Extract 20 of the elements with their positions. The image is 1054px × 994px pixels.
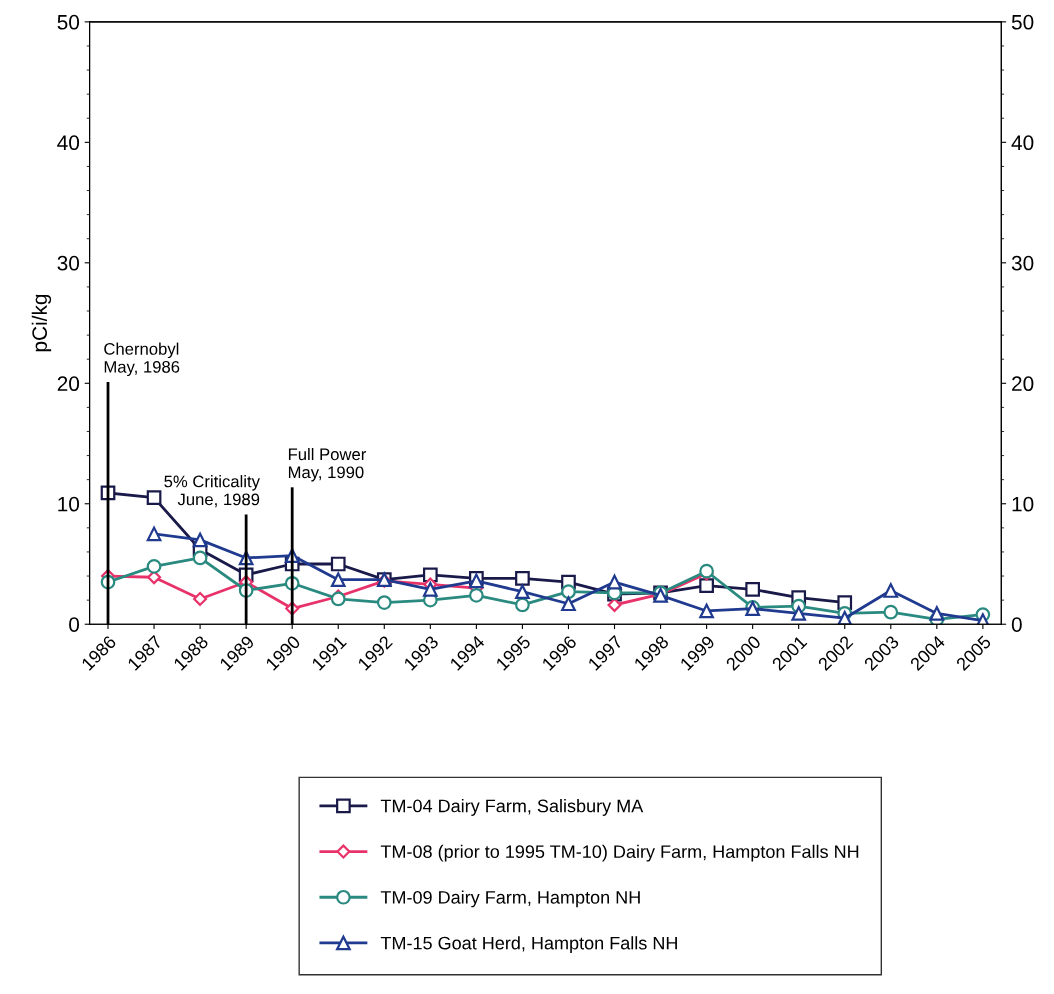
legend-label: TM-04 Dairy Farm, Salisbury MA xyxy=(380,799,644,816)
y2-tick-label: 30 xyxy=(1011,255,1034,271)
ref-line-label: Full Power May, 1990 xyxy=(288,447,367,482)
legend-label: TM-08 (prior to 1995 TM-10) Dairy Farm, Hampton Falls NH xyxy=(380,844,859,862)
y2-tick-label: 40 xyxy=(1011,135,1034,151)
y2-tick-label: 0 xyxy=(1011,617,1022,632)
ref-line-label: 5% Criticality June, 1989 xyxy=(164,475,260,508)
legend-label: TM-09 Dairy Farm, Hampton NH xyxy=(380,890,640,908)
y2-tick-label: 50 xyxy=(1011,14,1034,30)
y2-tick-label: 20 xyxy=(1012,376,1034,392)
y-tick-label: 40 xyxy=(57,135,80,151)
y-tick-label: 10 xyxy=(58,496,80,512)
y-axis-title: pCi/kg xyxy=(31,294,52,352)
y-tick-label: 20 xyxy=(57,376,80,392)
y-tick-label: 0 xyxy=(69,617,80,632)
ref-line-label: Chernobyl May, 1986 xyxy=(104,342,180,377)
y2-tick-label: 10 xyxy=(1012,496,1034,512)
y-tick-label: 30 xyxy=(57,255,80,271)
y-tick-label: 50 xyxy=(57,14,80,30)
legend-label: TM-15 Goat Herd, Hampton Falls NH xyxy=(380,936,677,954)
